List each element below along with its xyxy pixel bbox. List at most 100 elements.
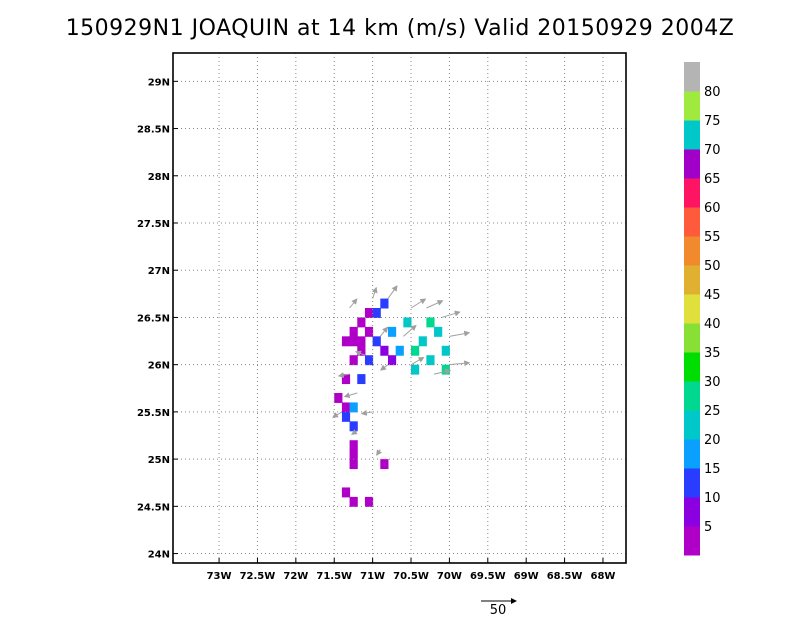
x-tick-label: 69.5W [470,571,506,582]
x-tick-label: 71.5W [316,571,352,582]
x-tick-label: 68W [590,571,615,582]
colorbar-swatch [684,294,700,324]
wind-vector [433,368,452,375]
heat-cell [334,393,343,403]
wind-vector [449,330,471,337]
heat-cell [357,374,366,385]
heat-cell [349,402,358,413]
plot-frame [172,52,627,564]
wind-vector [355,350,366,357]
heat-cell [387,326,397,337]
y-tick-label: 24.5N [137,502,170,513]
y-tick-label: 24N [148,550,170,561]
colorbar-swatch [684,236,700,266]
wind-vector [410,298,427,309]
x-tick-label: 69W [514,571,539,582]
heat-cell [341,374,351,385]
heat-cell [411,345,420,356]
heat-cell [372,336,381,347]
colorbar-label: 30 [704,375,721,390]
wind-vector [449,360,471,367]
x-axis-ticks: 73W 72.5W 72W 71.5W 71W 70.5W 70W 69.5W 69W 68.5W… [207,558,615,582]
heat-cell [418,336,427,347]
heat-cell [395,345,404,356]
x-tick-label: 71W [360,571,385,582]
colorbar-label: 35 [704,346,721,361]
colorbar-swatch [684,381,700,411]
heat-cell [349,440,358,451]
heat-cell [441,345,450,356]
colorbar-swatch [684,410,700,440]
y-tick-label: 28N [148,172,170,183]
heat-cell [387,355,397,366]
heat-cell [372,308,381,318]
wind-vector [379,326,389,337]
heat-cell [341,411,351,422]
colorbar-label: 65 [704,172,721,187]
colorbar-label: 15 [704,462,721,477]
y-tick-label: 25N [148,455,170,466]
heat-cell [364,496,374,507]
colorbar-label: 75 [704,114,721,129]
y-axis-ticks: 24N 24.5N 25N 25.5N 26N 26.5N 27N 27.5N 28N 28.5N… [137,77,178,561]
reference-vector-label: 50 [490,603,507,618]
x-tick-label: 72.5W [240,571,276,582]
colorbar-label: 10 [704,491,721,506]
wind-vector [349,298,358,309]
heat-cell [426,355,435,366]
wind-vector [337,372,350,379]
y-tick-label: 28.5N [137,125,170,136]
colorbar-swatch [684,468,700,498]
wind-speed-cells [334,298,450,507]
wind-vector [403,324,417,337]
y-tick-label: 25.5N [137,408,170,419]
heat-cell [349,336,358,347]
heat-cell [357,336,366,347]
wind-vector [376,449,382,456]
heat-cell [357,317,366,328]
colorbar-label: 5 [704,520,712,535]
colorbar-label: 80 [704,85,721,100]
colorbar-label: 40 [704,317,721,332]
wind-vectors [332,285,471,456]
x-tick-label: 68.5W [547,571,583,582]
y-tick-label: 26.5N [137,313,170,324]
heat-cell [426,317,435,328]
colorbar-swatch [684,323,700,353]
wind-vector [360,409,373,416]
wind-vector [343,392,358,399]
colorbar-swatch [684,265,700,295]
x-tick-label: 70W [437,571,462,582]
heat-cell [341,487,351,498]
heat-cell [349,449,358,460]
colorbar-label: 45 [704,288,721,303]
heat-cell [380,345,389,356]
heat-cell [364,308,374,318]
heat-cell [364,326,374,337]
colorbar-label: 60 [704,201,721,216]
heat-cell [341,402,351,413]
grid-lines [173,53,626,563]
colorbar-swatch [684,352,700,382]
heat-cell [380,298,389,309]
wind-vector [426,300,444,309]
x-tick-label: 72W [283,571,308,582]
colorbar-swatch [684,439,700,469]
colorbar-swatch [684,207,700,237]
colorbar-swatch [684,120,700,150]
heat-cell [441,364,450,375]
wind-vector [410,356,425,366]
heat-cell [349,326,358,337]
colorbar-swatch [684,526,700,556]
y-tick-label: 27.5N [137,219,170,230]
reference-vector: 50 [481,598,517,618]
y-tick-label: 27N [148,266,170,277]
y-tick-label: 26N [148,361,170,372]
wind-vector [379,364,389,371]
heat-cell [364,355,374,366]
wind-vector [332,411,343,418]
heat-cell [411,364,420,375]
colorbar-label: 50 [704,259,721,274]
wind-vector [441,310,461,318]
